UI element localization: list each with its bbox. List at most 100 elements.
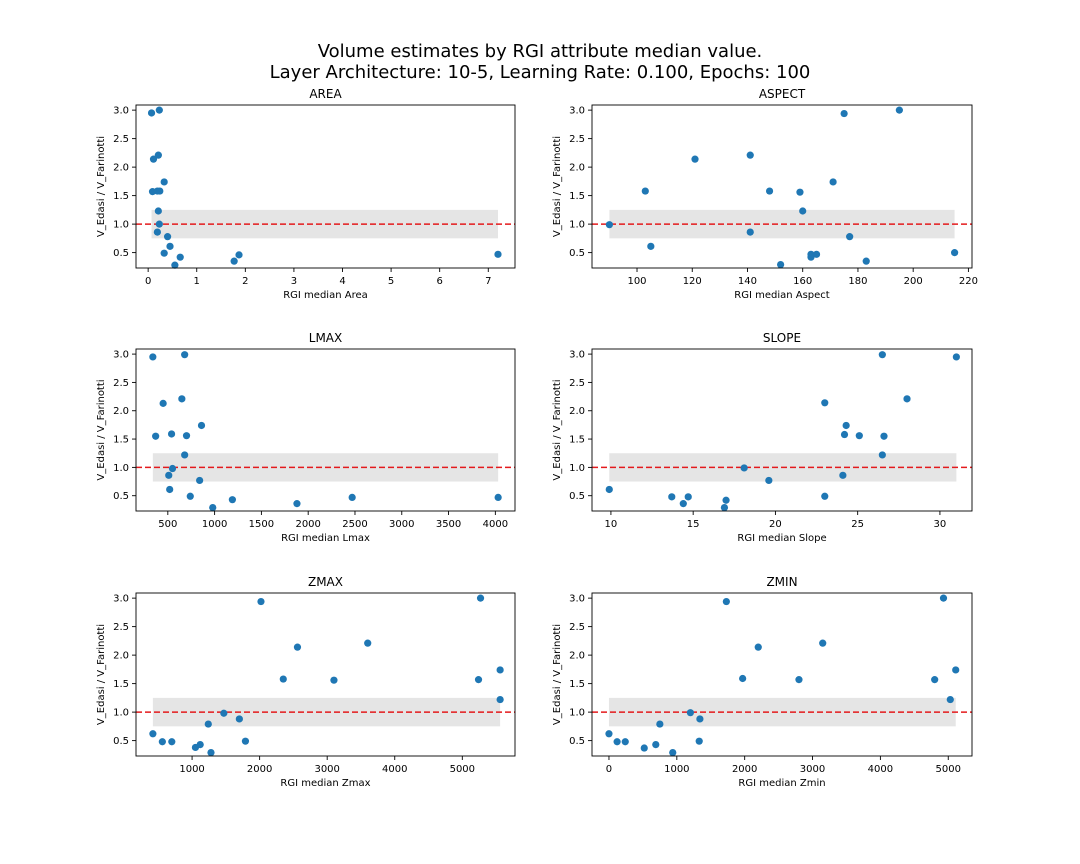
x-tick-label: 120: [683, 276, 702, 287]
y-tick-label: 2.5: [569, 134, 585, 145]
x-tick-label: 3: [291, 276, 297, 287]
x-tick-label: 2500: [342, 519, 367, 530]
data-point: [293, 500, 301, 508]
x-tick-label: 5: [388, 276, 394, 287]
x-axis-label: RGI median Lmax: [281, 533, 370, 544]
data-point: [147, 109, 156, 117]
x-tick-label: 0: [606, 764, 612, 775]
panel-title: ASPECT: [759, 87, 806, 101]
data-point: [156, 187, 164, 195]
panel-title: ZMAX: [308, 575, 343, 589]
data-point: [668, 493, 676, 501]
data-point: [746, 228, 754, 236]
y-tick-label: 0.5: [113, 491, 129, 502]
y-tick-label: 1.0: [113, 708, 129, 719]
x-tick-label: 4000: [868, 764, 893, 775]
data-point: [165, 471, 173, 479]
data-point: [364, 639, 372, 647]
y-tick-label: 3.0: [113, 350, 129, 361]
x-tick-label: 25: [851, 519, 864, 530]
data-point: [679, 500, 687, 508]
x-tick-label: 3500: [436, 519, 461, 530]
data-point: [777, 260, 785, 269]
data-point: [895, 106, 903, 114]
x-tick-label: 180: [848, 276, 867, 287]
data-point: [149, 155, 158, 163]
y-tick-label: 1.0: [113, 463, 129, 474]
y-tick-label: 1.0: [569, 708, 585, 719]
data-point: [720, 504, 729, 512]
x-tick-label: 15: [687, 519, 700, 530]
y-tick-label: 0.5: [113, 736, 129, 747]
y-tick-label: 1.0: [113, 220, 129, 231]
data-point: [494, 493, 502, 502]
data-point: [939, 594, 948, 602]
y-tick-label: 2.0: [569, 163, 585, 174]
data-point: [176, 253, 184, 261]
plot-frame: [135, 104, 516, 269]
x-tick-label: 1000: [202, 519, 227, 530]
y-tick-label: 1.5: [113, 191, 129, 202]
data-point: [257, 597, 265, 606]
data-point: [796, 188, 804, 196]
y-tick-label: 2.5: [113, 134, 129, 145]
data-point: [182, 432, 191, 440]
figure-title-line-2: Layer Architecture: 10-5, Learning Rate:…: [269, 62, 811, 83]
x-tick-label: 3000: [800, 764, 825, 775]
x-tick-label: 4000: [382, 764, 407, 775]
x-tick-label: 2000: [732, 764, 757, 775]
data-point: [171, 261, 179, 269]
data-point: [166, 485, 174, 494]
data-point: [652, 741, 660, 749]
y-tick-label: 3.0: [113, 594, 129, 605]
data-point: [862, 257, 870, 265]
data-point: [235, 251, 243, 259]
data-point: [739, 674, 747, 683]
y-tick-label: 2.0: [113, 406, 129, 417]
data-point: [605, 221, 613, 229]
data-point: [846, 233, 854, 241]
data-point: [839, 471, 847, 479]
x-tick-label: 100: [627, 276, 646, 287]
data-point: [166, 242, 174, 250]
data-point: [204, 720, 212, 728]
data-point: [621, 738, 629, 746]
data-point: [740, 464, 748, 472]
data-point: [722, 496, 730, 504]
data-point: [181, 351, 189, 359]
x-tick-label: 7: [485, 276, 491, 287]
data-point: [821, 399, 829, 407]
x-tick-label: 3000: [314, 764, 339, 775]
panel-title: AREA: [309, 87, 342, 101]
x-tick-label: 10: [605, 519, 618, 530]
data-point: [946, 695, 954, 704]
x-tick-label: 20: [769, 519, 782, 530]
x-tick-label: 2: [242, 276, 248, 287]
plot-frame: [591, 592, 973, 757]
y-tick-label: 1.5: [569, 435, 585, 446]
data-point: [168, 738, 176, 746]
data-point: [605, 485, 613, 494]
data-point: [279, 675, 287, 683]
data-point: [154, 207, 162, 215]
y-axis-label: V_Edasi / V_Farinotti: [552, 379, 563, 480]
data-point: [878, 351, 886, 359]
data-point: [196, 741, 204, 749]
data-point: [230, 257, 238, 265]
data-point: [181, 451, 189, 459]
data-point: [951, 249, 959, 257]
y-tick-label: 2.5: [569, 378, 585, 389]
data-point: [293, 643, 302, 651]
data-point: [348, 493, 356, 502]
data-point: [149, 353, 157, 361]
data-point: [807, 250, 815, 258]
y-tick-label: 1.5: [569, 679, 585, 690]
data-point: [647, 242, 655, 250]
data-point: [158, 738, 166, 746]
figure-title-line-1: Volume estimates by RGI attribute median…: [317, 41, 763, 62]
data-point: [746, 151, 754, 159]
data-point: [903, 395, 911, 403]
data-point: [765, 476, 773, 485]
y-tick-label: 3.0: [113, 106, 129, 117]
y-tick-label: 2.5: [569, 622, 585, 633]
